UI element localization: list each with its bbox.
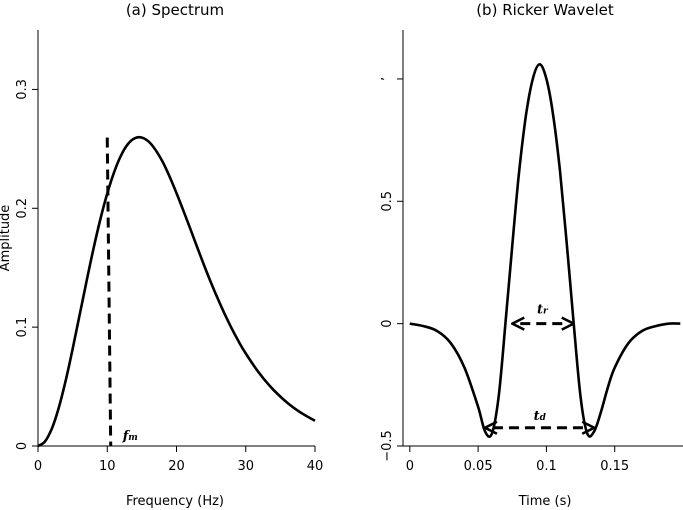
arrow-head-right	[581, 420, 596, 435]
spectrum-y-tick-label: 0	[15, 442, 30, 450]
wavelet-x-tick-label: 0.05	[464, 459, 493, 474]
wavelet-y-tick-label: 0.5	[380, 191, 395, 212]
arrow-head-left	[483, 420, 498, 435]
spectrum-x-label: Frequency (Hz)	[126, 494, 224, 509]
td-arrow	[483, 420, 596, 435]
fm-dashed-line	[105, 137, 113, 447]
fm-label: fm	[122, 429, 138, 444]
spectrum-y-tick-label: 0.2	[15, 198, 30, 219]
spectrum-y-tick-label: 0.3	[15, 79, 30, 100]
spectrum-x-tick-label: 0	[34, 459, 42, 474]
td-label: td	[534, 409, 547, 424]
wavelet-x-tick-label: 0.15	[600, 459, 629, 474]
wavelet-panel: (b) Ricker Wavelet 0 0.05 0.1 0.15 −0.5 0 0.5 ’…	[380, 1, 683, 509]
spectrum-x-tick-label: 20	[168, 459, 185, 474]
wavelet-y-tick-label: −0.5	[380, 430, 395, 462]
tr-arrow	[510, 316, 576, 331]
wavelet-curve	[409, 63, 681, 439]
tr-label: tr	[537, 303, 549, 318]
arrow-head-left	[510, 316, 525, 331]
wavelet-title: (b) Ricker Wavelet	[476, 1, 614, 19]
wavelet-y-tick-label: 0	[380, 320, 395, 328]
arrow-head-right	[561, 316, 576, 331]
spectrum-panel: (a) Spectrum 0 10 20 30 40 0 0.1 0.2 0.3 Frequen…	[0, 1, 323, 509]
spectrum-curve	[37, 135, 316, 448]
spectrum-x-tick-label: 30	[237, 459, 254, 474]
spectrum-y-tick-label: 0.1	[15, 317, 30, 338]
spectrum-x-tick-label: 40	[307, 459, 324, 474]
spectrum-title: (a) Spectrum	[126, 1, 224, 19]
wavelet-y-tick-label: ’	[380, 77, 395, 81]
spectrum-x-tick-label: 10	[99, 459, 116, 474]
wavelet-ticks: 0 0.05 0.1 0.15 −0.5 0 0.5 ’	[380, 77, 629, 474]
wavelet-x-tick-label: 0	[406, 459, 414, 474]
wavelet-x-tick-label: 0.1	[536, 459, 557, 474]
wavelet-x-label: Time (s)	[518, 494, 572, 509]
spectrum-y-label: Amplitude	[0, 205, 13, 272]
spectrum-ticks: 0 10 20 30 40 0 0.1 0.2 0.3	[15, 79, 323, 474]
